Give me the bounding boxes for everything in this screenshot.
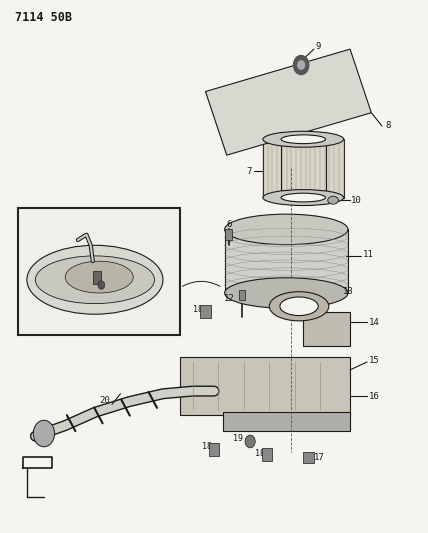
Text: 20: 20	[99, 395, 110, 405]
Text: 18: 18	[193, 305, 203, 314]
Ellipse shape	[281, 193, 326, 202]
Text: 13: 13	[342, 287, 354, 296]
Ellipse shape	[280, 297, 318, 316]
Ellipse shape	[225, 278, 348, 308]
Text: 16: 16	[369, 392, 380, 401]
Text: 8: 8	[386, 122, 391, 131]
Bar	[209, 443, 219, 456]
Text: 11: 11	[363, 251, 373, 260]
Circle shape	[298, 61, 305, 69]
Text: 10: 10	[351, 196, 362, 205]
Text: 15: 15	[369, 357, 380, 366]
Text: 17: 17	[314, 453, 325, 462]
Text: 5: 5	[137, 288, 142, 297]
Bar	[226, 229, 232, 240]
Polygon shape	[303, 312, 350, 346]
Ellipse shape	[36, 256, 155, 304]
Text: 7114 50B: 7114 50B	[15, 11, 72, 24]
Circle shape	[294, 55, 309, 75]
Circle shape	[245, 435, 255, 448]
Bar	[18, 208, 180, 335]
Ellipse shape	[328, 196, 339, 204]
Ellipse shape	[225, 214, 348, 245]
Circle shape	[98, 281, 105, 289]
Ellipse shape	[281, 135, 326, 143]
Polygon shape	[225, 229, 348, 293]
Text: 18: 18	[255, 449, 265, 458]
Bar	[200, 305, 211, 318]
Bar	[262, 448, 272, 461]
Text: 2: 2	[90, 241, 95, 250]
Bar	[239, 290, 245, 300]
Ellipse shape	[65, 261, 133, 293]
Circle shape	[33, 420, 54, 447]
Ellipse shape	[263, 131, 344, 147]
Ellipse shape	[269, 292, 329, 321]
Text: 7: 7	[246, 166, 252, 175]
Polygon shape	[180, 357, 350, 415]
Text: 14: 14	[369, 318, 380, 327]
Ellipse shape	[27, 245, 163, 314]
Ellipse shape	[263, 190, 344, 206]
Text: 12: 12	[224, 294, 235, 303]
Polygon shape	[205, 49, 372, 155]
Bar	[303, 452, 314, 463]
Text: 4: 4	[107, 272, 112, 281]
Text: 3: 3	[105, 261, 110, 270]
Polygon shape	[223, 413, 350, 431]
Text: 18: 18	[202, 442, 212, 451]
Text: 9: 9	[315, 42, 321, 51]
Bar	[93, 271, 101, 284]
Text: 19: 19	[233, 434, 243, 443]
Polygon shape	[263, 139, 344, 198]
Text: 6: 6	[226, 220, 232, 229]
Text: 1: 1	[42, 265, 46, 273]
